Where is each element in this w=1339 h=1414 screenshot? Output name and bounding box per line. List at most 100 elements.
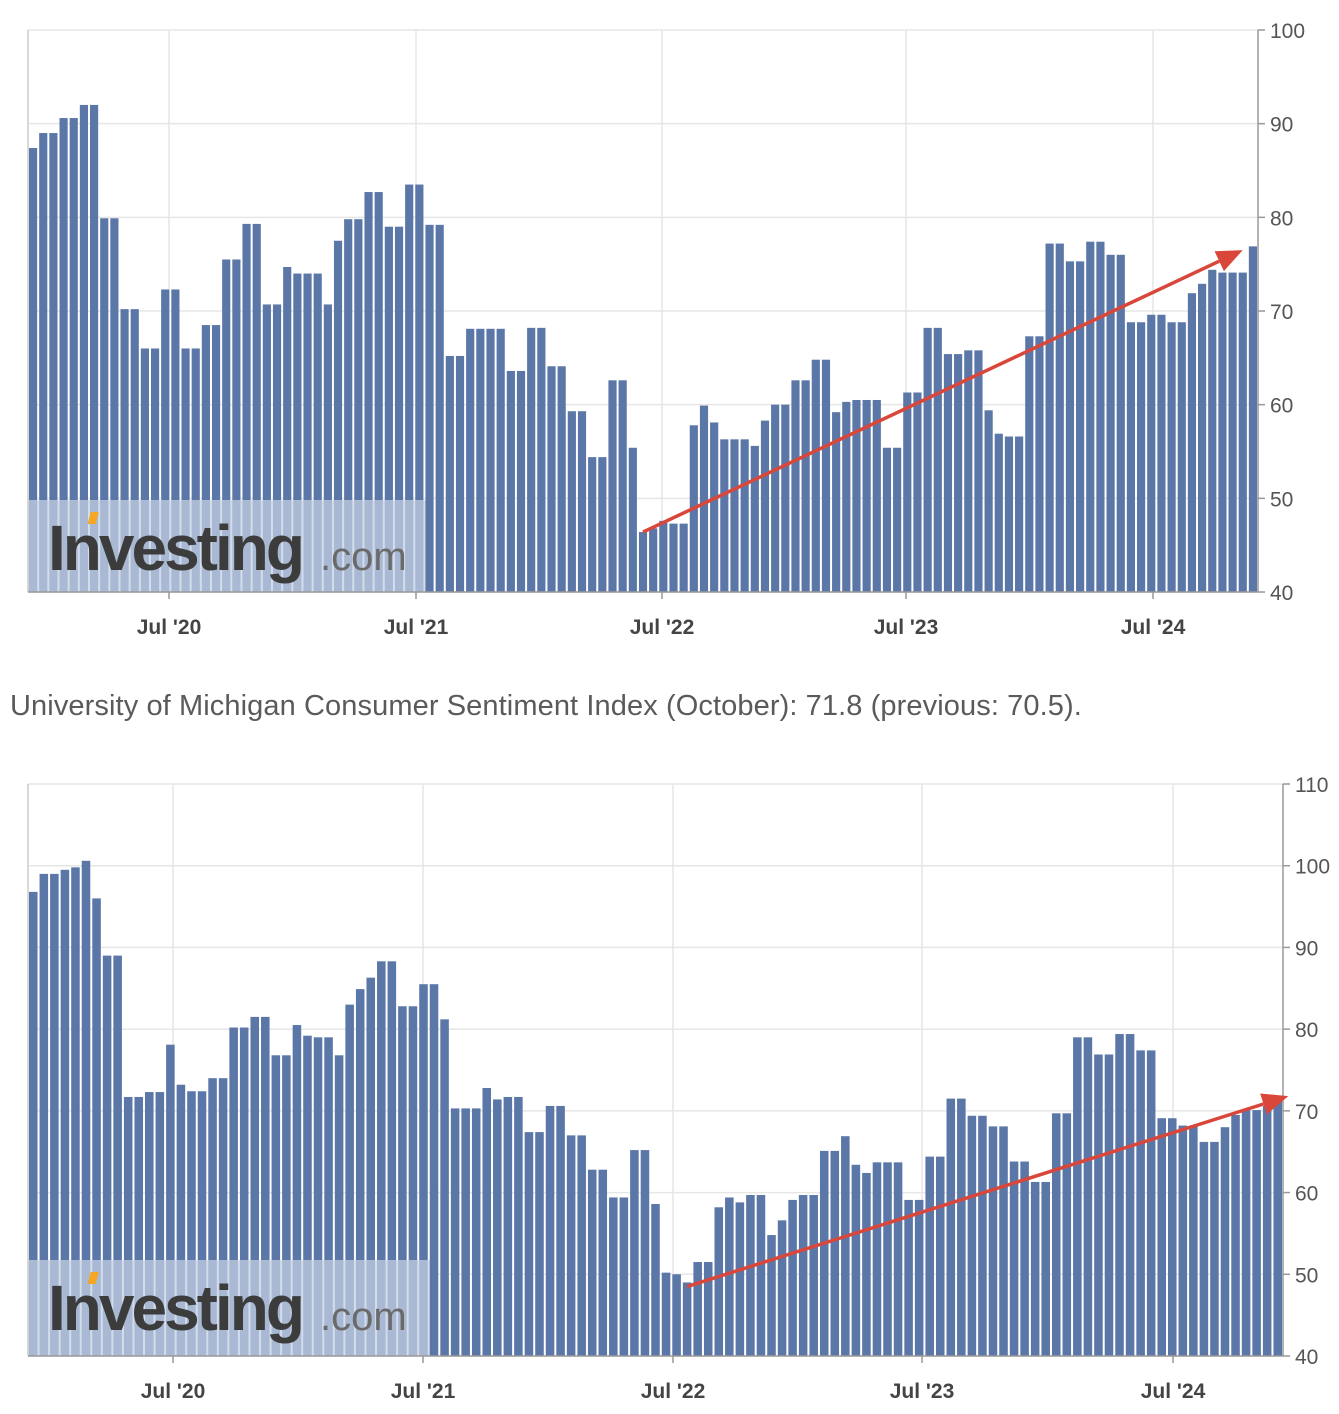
bar <box>527 327 536 592</box>
bar <box>978 1115 987 1356</box>
bar <box>967 1115 977 1356</box>
bar-faded <box>71 1260 80 1356</box>
bar <box>374 192 383 500</box>
bar <box>29 148 38 500</box>
bar <box>261 1016 270 1260</box>
bar <box>398 1006 407 1260</box>
bar <box>628 447 637 592</box>
bar-faded <box>415 500 424 592</box>
bar <box>1218 272 1227 592</box>
bar-faded <box>229 1260 238 1356</box>
bar <box>1025 336 1034 592</box>
bar <box>49 133 58 501</box>
x-tick-label: Jul '23 <box>890 1380 955 1403</box>
bar <box>1020 1161 1029 1356</box>
bar <box>134 1096 144 1260</box>
bar <box>841 1136 850 1356</box>
bar <box>1178 1125 1188 1356</box>
x-tick-label: Jul '22 <box>641 1380 706 1403</box>
y-tick-label: 110 <box>1295 774 1328 797</box>
bar <box>535 1132 544 1356</box>
x-tick-label: Jul '20 <box>141 1380 206 1403</box>
bar-faded <box>394 500 404 592</box>
bar <box>1083 1037 1093 1356</box>
trend-arrow-line <box>686 1102 1265 1289</box>
bar <box>862 1172 871 1356</box>
bar <box>69 118 78 501</box>
y-tick-label: 80 <box>1270 207 1293 230</box>
bar <box>547 366 556 592</box>
bar <box>964 350 973 592</box>
bar <box>60 869 70 1260</box>
bar-faded <box>81 1260 91 1356</box>
bar <box>811 359 820 592</box>
bar <box>669 523 678 592</box>
bar <box>925 1156 934 1356</box>
bar <box>609 1197 618 1356</box>
y-tick-label: 60 <box>1295 1183 1318 1206</box>
bar <box>842 401 851 592</box>
bar <box>1273 1096 1282 1356</box>
bar-faded <box>49 500 58 592</box>
bar-faded <box>161 500 170 592</box>
bar <box>445 355 454 592</box>
bar <box>110 218 119 500</box>
bar <box>476 328 485 592</box>
bar <box>777 1220 787 1356</box>
bar <box>1094 1054 1103 1356</box>
bar-faded <box>208 1260 217 1356</box>
bar-faded <box>282 1260 291 1356</box>
bar <box>730 439 739 592</box>
y-tick-label: 70 <box>1295 1101 1318 1124</box>
bar <box>197 1091 207 1260</box>
bar <box>1198 283 1207 592</box>
bar <box>994 433 1003 592</box>
bar-faded <box>89 500 99 592</box>
logo-accent-icon <box>87 512 99 524</box>
bar <box>1004 436 1014 592</box>
bar <box>1076 261 1085 592</box>
bar <box>566 1135 576 1356</box>
bar <box>303 1035 312 1260</box>
bar <box>171 289 180 500</box>
bar <box>79 104 88 500</box>
bar-faded <box>102 1260 112 1356</box>
bar <box>211 325 221 500</box>
investing-logo-text: Investing <box>48 1272 302 1344</box>
bar <box>619 1197 629 1356</box>
bar-faded <box>166 1260 175 1356</box>
bar <box>252 223 261 500</box>
bar-faded <box>150 500 160 592</box>
bar <box>1177 322 1186 592</box>
bar-faded <box>323 500 332 592</box>
bar <box>466 328 475 592</box>
x-tick-label: Jul '21 <box>384 616 449 639</box>
bar <box>771 404 780 592</box>
bar <box>914 1199 924 1356</box>
bar <box>788 1199 797 1356</box>
bar <box>999 1126 1008 1356</box>
bar-faded <box>211 500 221 592</box>
bar <box>503 1096 513 1356</box>
bar <box>819 1150 829 1356</box>
bar <box>1157 314 1166 592</box>
bar <box>313 273 322 500</box>
bar <box>872 399 881 592</box>
bar <box>954 354 963 592</box>
bar-faded <box>218 1260 228 1356</box>
bar <box>659 520 668 592</box>
bar <box>746 1195 755 1356</box>
bar <box>756 1195 766 1356</box>
bar <box>682 1282 692 1356</box>
bar <box>161 289 170 500</box>
y-tick-label: 50 <box>1295 1264 1318 1287</box>
investing-logo-suffix: .com <box>320 535 407 579</box>
bar-faded <box>50 1260 59 1356</box>
bar-faded <box>29 1260 38 1356</box>
bar-faded <box>313 1260 323 1356</box>
bar <box>988 1126 998 1356</box>
bar <box>59 118 68 501</box>
bar-faded <box>145 1260 154 1356</box>
bar <box>292 1025 302 1260</box>
y-tick-label: 60 <box>1270 395 1293 418</box>
